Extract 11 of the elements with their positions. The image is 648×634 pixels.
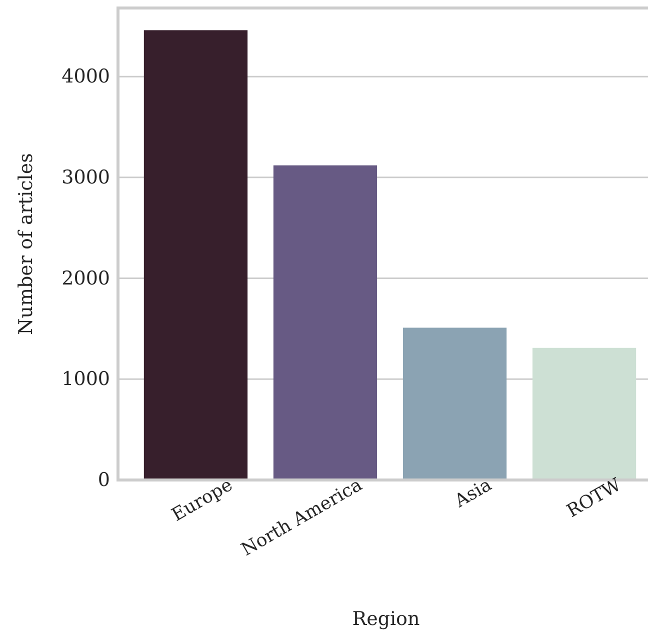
x-tick-label: Asia: [450, 474, 496, 512]
y-axis-title: Number of articles: [15, 153, 37, 335]
bar: [273, 165, 378, 480]
bar: [402, 328, 507, 480]
x-axis-title: Region: [352, 608, 420, 630]
y-tick-label: 1000: [62, 368, 110, 390]
bar: [144, 30, 248, 480]
y-tick-label: 3000: [62, 166, 110, 189]
y-tick-label: 0: [98, 469, 110, 492]
y-tick-label: 4000: [62, 66, 110, 88]
y-tick-label: 2000: [62, 267, 110, 290]
